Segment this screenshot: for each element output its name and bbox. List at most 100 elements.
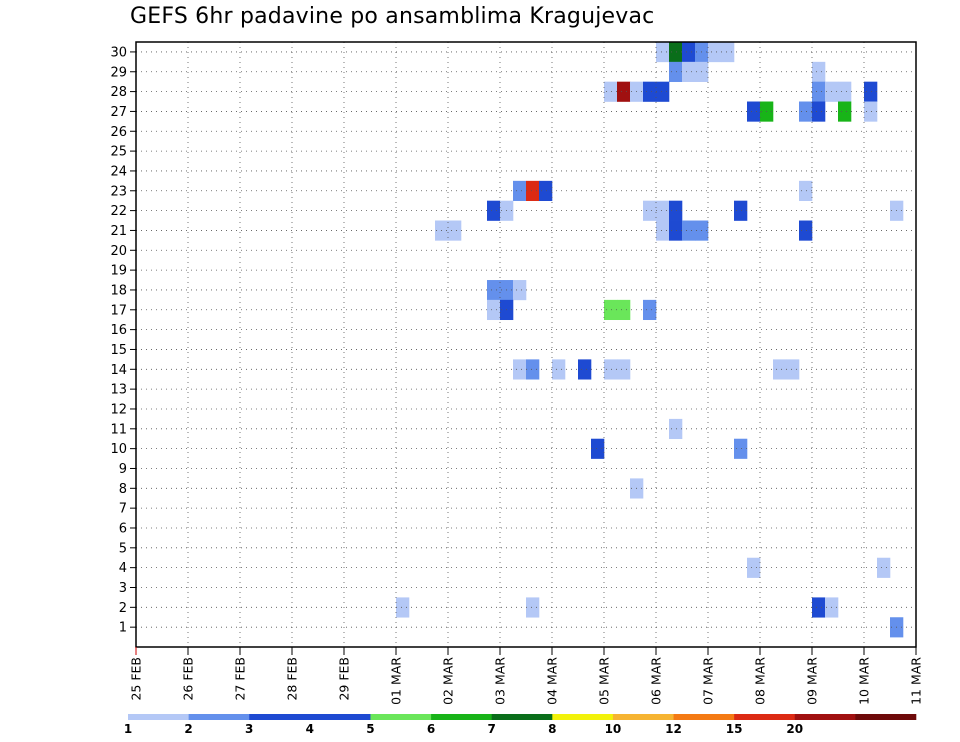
y-tick-label: 22	[110, 204, 127, 219]
y-tick-label: 1	[119, 621, 127, 636]
heatmap-cell	[604, 299, 618, 321]
x-tick-label: 27 FEB	[233, 657, 248, 701]
y-tick-label: 25	[110, 145, 127, 160]
heatmap-cell	[656, 220, 670, 241]
colorbar-segment	[673, 714, 735, 720]
colorbar-label: 7	[488, 722, 496, 736]
heatmap-cell	[617, 299, 631, 321]
x-tick-label: 08 MAR	[753, 657, 768, 705]
heatmap-cell	[513, 280, 527, 301]
heatmap-cell	[526, 597, 540, 618]
heatmap-cell	[617, 81, 631, 102]
colorbar: 1 2 3 4 5 6 7 8 10 12 15 20	[124, 714, 917, 736]
x-tick-label: 01 MAR	[389, 657, 404, 705]
heatmap-cell	[539, 180, 553, 201]
y-tick-label: 18	[110, 283, 127, 298]
y-tick-label: 9	[119, 462, 127, 477]
x-tick-label: 07 MAR	[701, 657, 716, 705]
colorbar-label: 4	[306, 722, 314, 736]
heatmap-cell	[487, 299, 501, 321]
x-tick-label: 25 FEB	[129, 657, 144, 701]
colorbar-label: 5	[366, 722, 374, 736]
x-axis: 25 FEB 26 FEB 27 FEB 28 FEB 29 FEB 01 MAR 02 M…	[129, 647, 924, 705]
y-tick-label: 20	[110, 244, 127, 259]
x-tick-label: 04 MAR	[545, 657, 560, 705]
y-tick-label: 29	[110, 65, 127, 80]
y-tick-label: 4	[119, 561, 127, 576]
y-tick-label: 26	[110, 125, 127, 140]
y-tick-label: 3	[119, 581, 127, 596]
x-tick-label: 26 FEB	[181, 657, 196, 701]
y-tick-label: 23	[110, 184, 127, 199]
x-tick-label: 02 MAR	[441, 657, 456, 705]
plot-frame	[135, 41, 917, 648]
heatmap-cell	[604, 81, 618, 102]
colorbar-segment	[552, 714, 614, 720]
colorbar-segment	[249, 714, 311, 720]
heatmap-cell	[552, 359, 566, 380]
colorbar-segment	[855, 714, 917, 720]
heatmap-cell	[513, 180, 527, 201]
heatmap-cell	[656, 42, 670, 63]
heatmap-cell	[812, 101, 826, 122]
heatmap-cell	[838, 81, 852, 102]
colorbar-label: 6	[427, 722, 435, 736]
y-tick-label: 11	[110, 422, 127, 437]
heatmap-cell	[721, 42, 735, 63]
heatmap-cell	[877, 557, 891, 578]
heatmap-cell	[812, 61, 826, 82]
heatmap-cell	[656, 200, 670, 221]
heatmap-cell	[799, 180, 813, 201]
heatmap-cell	[682, 220, 696, 241]
y-tick-label: 14	[110, 363, 127, 378]
y-tick-label: 6	[119, 521, 127, 536]
heatmap-cell	[708, 42, 722, 63]
heatmap-cell	[864, 101, 878, 122]
y-tick-label: 10	[110, 442, 127, 457]
colorbar-label: 8	[548, 722, 556, 736]
y-tick-label: 19	[110, 264, 127, 279]
heatmap-cell	[656, 81, 670, 102]
colorbar-label: 20	[786, 722, 803, 736]
heatmap-cell	[773, 359, 787, 380]
y-tick-label: 17	[110, 303, 127, 318]
heatmap-cell	[812, 81, 826, 102]
heatmap-cell	[669, 418, 683, 440]
heatmap-cells	[396, 42, 904, 638]
heatmap-cell	[669, 61, 683, 82]
x-tick-label: 05 MAR	[597, 657, 612, 705]
heatmap-cell	[786, 359, 800, 380]
heatmap-cell	[838, 101, 852, 122]
grid-lines	[136, 42, 916, 647]
heatmap-cell	[591, 438, 605, 459]
colorbar-label: 1	[124, 722, 132, 736]
heatmap-cell	[747, 101, 761, 122]
y-tick-label: 24	[110, 164, 127, 179]
colorbar-label: 3	[245, 722, 253, 736]
heatmap-cell	[747, 557, 761, 578]
heatmap-cell	[643, 200, 657, 221]
colorbar-segment	[612, 714, 674, 720]
colorbar-segment	[491, 714, 553, 720]
y-tick-label: 13	[110, 383, 127, 398]
colorbar-segment	[128, 714, 189, 720]
x-tick-label: 11 MAR	[909, 657, 924, 705]
colorbar-label: 10	[605, 722, 622, 736]
heatmap-cell	[669, 220, 683, 241]
chart-title: GEFS 6hr padavine po ansamblima Kragujev…	[130, 4, 655, 29]
heatmap-cell	[643, 81, 657, 102]
x-tick-label: 28 FEB	[285, 657, 300, 701]
heatmap-cell	[396, 597, 410, 618]
x-tick-label: 06 MAR	[649, 657, 664, 705]
colorbar-label: 2	[184, 722, 192, 736]
heatmap-cell	[643, 299, 657, 321]
y-tick-label: 5	[119, 541, 127, 556]
heatmap-cell	[487, 280, 501, 301]
heatmap-cell	[682, 42, 696, 63]
y-tick-label: 15	[110, 343, 127, 358]
heatmap-cell	[734, 438, 748, 459]
heatmap-cell	[864, 81, 878, 102]
heatmap-cell	[617, 359, 631, 380]
colorbar-label: 15	[726, 722, 743, 736]
heatmap-cell	[526, 359, 540, 380]
